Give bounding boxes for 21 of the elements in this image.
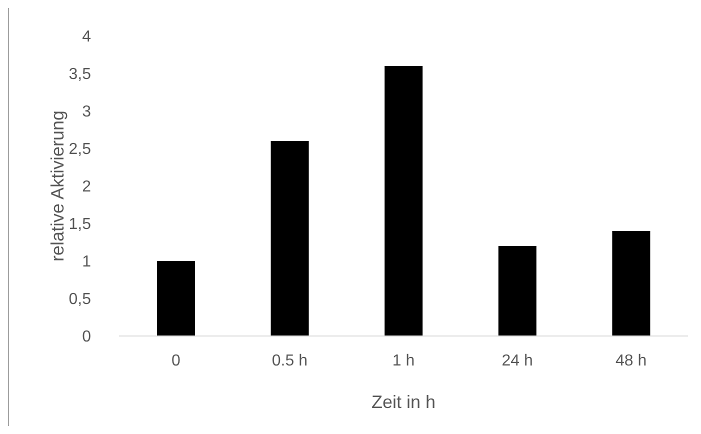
bar — [157, 261, 195, 336]
y-tick-label: 3 — [82, 104, 92, 121]
y-tick-label: 2 — [82, 178, 92, 196]
x-tick-label: 0 — [171, 352, 180, 370]
y-tick-label: 3,5 — [68, 66, 92, 84]
bar — [270, 141, 309, 336]
y-tick-label: 0 — [82, 328, 92, 346]
x-tick-label: 0.5 h — [272, 352, 308, 370]
y-tick-label: 4 — [82, 28, 92, 46]
bar — [612, 231, 650, 336]
y-tick-label: 0,5 — [68, 291, 92, 308]
y-tick-label: 1,5 — [68, 216, 92, 234]
bar — [498, 246, 536, 336]
y-tick-label: 2,5 — [68, 141, 92, 158]
x-tick-label: 1 h — [392, 352, 415, 370]
y-axis-title: relative Aktivierung — [47, 110, 68, 262]
y-tick-label: 1 — [82, 254, 92, 271]
x-tick-label: 48 h — [616, 352, 647, 370]
x-tick-label: 24 h — [502, 352, 533, 370]
x-axis-title: Zeit in h — [371, 392, 436, 412]
bar — [384, 66, 423, 336]
